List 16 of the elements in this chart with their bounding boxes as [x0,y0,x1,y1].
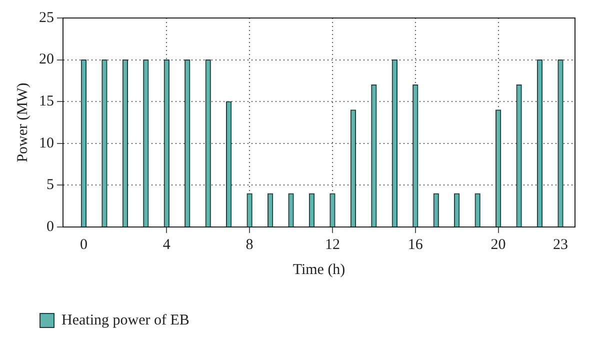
y-tick-label: 20 [39,52,54,68]
x-tick-label: 4 [162,236,171,253]
y-tick-label: 10 [39,135,54,152]
y-axis-title: Power (MW) [14,82,31,162]
y-tick-label: 25 [39,10,54,26]
x-tick-label: 12 [324,236,340,253]
y-tick-label: 0 [46,218,54,235]
x-tick-label: 20 [490,236,506,253]
x-tick-label: 16 [408,236,424,253]
x-tick-label: 0 [80,236,88,253]
x-tick-label: 23 [552,236,568,253]
x-tick-label: 8 [246,236,254,253]
y-tick-label: 15 [39,94,54,110]
x-axis-title: Time (h) [292,262,346,278]
y-tick-label: 5 [46,177,54,194]
legend-label: Heating power of EB [62,312,190,328]
